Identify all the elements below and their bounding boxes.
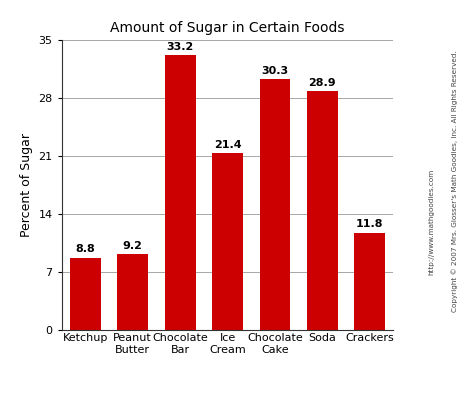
Text: 28.9: 28.9 bbox=[309, 77, 336, 87]
Title: Amount of Sugar in Certain Foods: Amount of Sugar in Certain Foods bbox=[110, 21, 345, 35]
Text: http://www.mathgoodies.com: http://www.mathgoodies.com bbox=[428, 168, 434, 275]
Bar bbox=[307, 91, 337, 330]
Text: 33.2: 33.2 bbox=[166, 42, 194, 52]
Text: 11.8: 11.8 bbox=[356, 219, 383, 229]
Text: 30.3: 30.3 bbox=[261, 66, 289, 76]
Text: 9.2: 9.2 bbox=[123, 241, 143, 251]
Y-axis label: Percent of Sugar: Percent of Sugar bbox=[20, 133, 33, 237]
Bar bbox=[212, 153, 243, 330]
Bar bbox=[70, 258, 100, 330]
Bar bbox=[259, 79, 290, 330]
Bar bbox=[117, 254, 148, 330]
Bar bbox=[164, 55, 195, 330]
Text: Copyright © 2007 Mrs. Glosser's Math Goodies, Inc. All Rights Reserved.: Copyright © 2007 Mrs. Glosser's Math Goo… bbox=[452, 50, 458, 312]
Bar bbox=[354, 233, 385, 330]
Text: 8.8: 8.8 bbox=[75, 244, 95, 254]
Text: 21.4: 21.4 bbox=[214, 140, 241, 150]
